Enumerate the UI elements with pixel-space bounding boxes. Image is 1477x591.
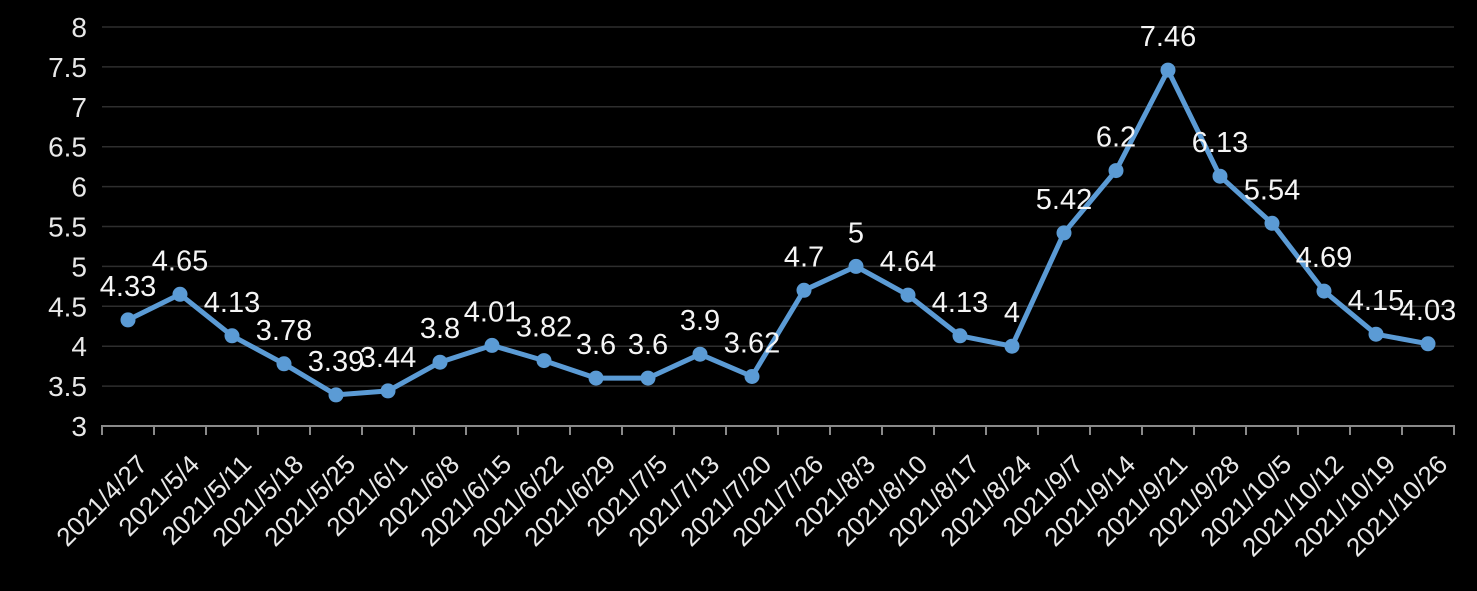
data-point-marker (796, 282, 812, 298)
data-point-marker (1420, 336, 1436, 352)
data-point-label: 6.13 (1192, 127, 1248, 159)
data-point-marker (328, 387, 344, 403)
data-point-label: 4.7 (784, 241, 824, 273)
data-point-marker (1212, 168, 1228, 184)
data-point-label: 6.2 (1096, 122, 1136, 154)
data-point-label: 5 (848, 217, 864, 249)
y-axis-tick-label: 5.5 (48, 212, 87, 243)
data-point-label: 3.9 (680, 305, 720, 337)
data-point-marker (1056, 225, 1072, 241)
data-point-marker (120, 312, 136, 328)
y-axis-tick-label: 3.5 (48, 371, 87, 402)
data-point-label: 4.69 (1296, 242, 1352, 274)
y-axis-tick-label: 4 (71, 331, 87, 362)
data-point-label: 3.39 (308, 346, 364, 378)
data-point-label: 4.03 (1400, 295, 1456, 327)
data-point-marker (224, 328, 240, 344)
y-axis-tick-label: 5 (71, 251, 87, 282)
data-point-label: 5.42 (1036, 184, 1092, 216)
data-point-marker (744, 369, 760, 384)
data-point-marker (1108, 163, 1124, 179)
data-point-label: 3.44 (360, 342, 416, 374)
y-axis-tick-label: 3 (71, 411, 87, 442)
y-axis-tick-label: 7 (71, 92, 87, 123)
data-point-marker (900, 287, 916, 303)
series-line (125, 67, 1431, 398)
data-point-marker (432, 354, 448, 370)
data-point-marker (484, 337, 500, 353)
data-point-label: 4.13 (204, 287, 260, 319)
data-point-marker (1160, 62, 1176, 78)
data-point-marker (588, 370, 604, 386)
data-point-label: 3.62 (724, 328, 780, 360)
data-point-label: 3.78 (256, 315, 312, 347)
data-point-marker (1264, 215, 1280, 231)
data-point-label: 4.01 (464, 296, 520, 328)
data-point-marker (1004, 338, 1020, 354)
data-point-label: 7.46 (1140, 21, 1196, 53)
y-axis-tick-label: 6.5 (48, 132, 87, 163)
data-point-label: 5.54 (1244, 174, 1300, 206)
data-point-marker (172, 286, 188, 302)
y-axis-tick-label: 4.5 (48, 291, 87, 322)
y-axis-tick-label: 6 (71, 172, 87, 203)
data-point-label: 4.64 (880, 246, 936, 278)
data-point-label: 4.33 (100, 271, 156, 303)
data-point-marker (276, 356, 292, 372)
data-point-marker (952, 328, 968, 344)
data-point-marker (692, 346, 708, 362)
data-point-marker (1368, 326, 1384, 342)
data-point-label: 3.8 (420, 313, 460, 345)
data-point-marker (640, 370, 656, 386)
data-point-label: 4.15 (1348, 285, 1404, 317)
y-axis-tick-label: 7.5 (48, 52, 87, 83)
data-point-marker (848, 258, 864, 274)
data-point-marker (536, 353, 552, 369)
data-point-label: 4.65 (152, 245, 208, 277)
data-point-marker (380, 383, 396, 399)
data-point-marker (1316, 283, 1332, 299)
data-point-label: 3.6 (628, 329, 668, 361)
y-axis-tick-label: 8 (71, 12, 87, 43)
data-point-label: 3.82 (516, 312, 572, 344)
data-point-label: 4.13 (932, 287, 988, 319)
data-point-label: 4 (1004, 297, 1020, 329)
data-point-label: 3.6 (576, 329, 616, 361)
